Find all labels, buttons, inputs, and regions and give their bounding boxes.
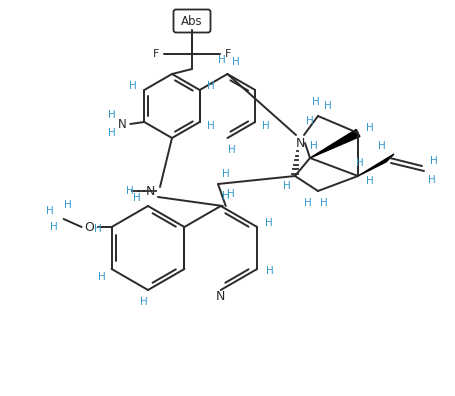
Text: H: H (311, 97, 319, 107)
Text: H: H (64, 200, 71, 210)
Text: H: H (266, 266, 273, 276)
Text: H: H (46, 206, 53, 216)
Text: H: H (140, 297, 147, 307)
Text: H: H (377, 141, 385, 151)
Text: N: N (145, 185, 154, 198)
Text: H: H (222, 191, 229, 201)
Text: F: F (152, 49, 159, 59)
Text: H: H (108, 128, 116, 138)
Text: H: H (231, 57, 239, 67)
Polygon shape (309, 129, 359, 158)
Text: H: H (207, 81, 214, 91)
Text: N: N (216, 291, 225, 303)
Text: Abs: Abs (181, 15, 202, 27)
Text: H: H (319, 198, 327, 208)
Polygon shape (357, 154, 393, 176)
Text: H: H (108, 110, 116, 120)
Text: H: H (303, 198, 311, 208)
Text: H: H (227, 189, 234, 199)
Text: H: H (262, 121, 269, 131)
Text: H: H (309, 141, 317, 151)
Text: H: H (429, 156, 437, 166)
Text: H: H (365, 176, 373, 186)
Text: H: H (265, 218, 273, 228)
Text: H: H (207, 121, 214, 131)
Text: H: H (305, 116, 313, 126)
Text: H: H (126, 186, 134, 196)
Text: H: H (227, 145, 235, 155)
Text: H: H (97, 272, 105, 282)
Text: H: H (365, 123, 373, 133)
Text: H: H (355, 158, 363, 168)
Text: H: H (217, 55, 225, 65)
Text: H: H (50, 222, 57, 232)
Text: H: H (283, 181, 290, 191)
Text: N: N (118, 118, 126, 131)
Text: F: F (224, 49, 231, 59)
Text: H: H (94, 224, 101, 234)
Text: N: N (295, 137, 304, 150)
FancyBboxPatch shape (173, 10, 210, 32)
Text: O: O (85, 221, 94, 234)
Text: H: H (427, 175, 435, 185)
Text: H: H (129, 81, 137, 91)
Text: H: H (133, 193, 141, 203)
Text: H: H (222, 169, 229, 179)
Text: H: H (324, 101, 331, 111)
